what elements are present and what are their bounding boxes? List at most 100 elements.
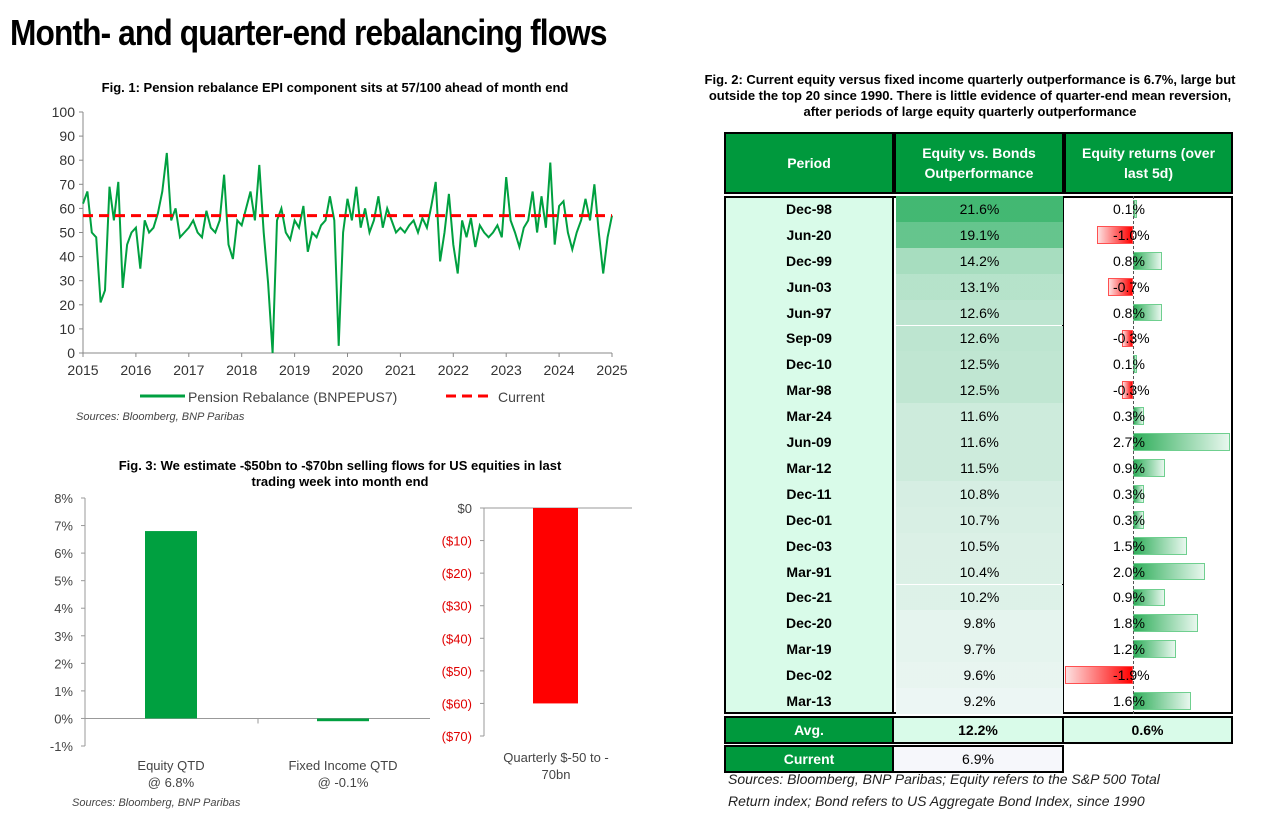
- row-period: Sep-09: [786, 330, 832, 347]
- bar-equity: [145, 531, 197, 719]
- y-tick-label: 60: [59, 200, 75, 216]
- right-y-tick-label: ($30): [442, 599, 472, 614]
- x-tick-label: 2021: [385, 362, 416, 378]
- row-outperformance: 19.1%: [896, 221, 1063, 248]
- row-equity-return: 2.0%: [1113, 563, 1145, 580]
- left-y-tick-label: 7%: [54, 519, 73, 534]
- row-outperformance: 10.8%: [896, 480, 1063, 507]
- row-period: Jun-09: [786, 434, 832, 451]
- row-equity-return: -0.3%: [1113, 382, 1150, 399]
- right-y-tick-label: ($10): [442, 534, 472, 549]
- avg-equity-return: 0.6%: [1064, 716, 1233, 744]
- row-outperformance: 10.5%: [896, 532, 1063, 559]
- legend-label-pension: Pension Rebalance (BNPEPUS7): [188, 389, 397, 405]
- negative-return-bar: [1122, 329, 1133, 348]
- row-period: Mar-98: [786, 382, 832, 399]
- legend-label-current: Current: [498, 389, 545, 405]
- row-period: Mar-24: [786, 408, 832, 425]
- row-period: Mar-13: [786, 693, 832, 710]
- y-tick-label: 70: [59, 176, 75, 192]
- x-category-label: Fixed Income QTD: [288, 758, 397, 773]
- negative-return-bar: [1064, 666, 1133, 685]
- header-period: Period: [724, 132, 894, 194]
- avg-outperformance: 12.2%: [894, 716, 1064, 744]
- row-outperformance: 10.4%: [896, 558, 1063, 585]
- current-outperformance: 6.9%: [894, 745, 1064, 773]
- row-equity-return: 1.2%: [1113, 641, 1145, 658]
- fig1-title: Fig. 1: Pension rebalance EPI component …: [101, 80, 569, 95]
- row-period: Dec-20: [786, 615, 832, 632]
- avg-label: Avg.: [724, 716, 894, 744]
- row-period: Jun-97: [786, 304, 832, 321]
- returns-column: [1064, 196, 1233, 714]
- row-period: Dec-02: [786, 667, 832, 684]
- row-equity-return: 0.3%: [1113, 511, 1145, 528]
- row-period: Dec-99: [786, 252, 832, 269]
- row-equity-return: -1.9%: [1113, 667, 1150, 684]
- right-y-tick-label: $0: [458, 501, 472, 516]
- left-y-tick-label: -1%: [50, 739, 74, 754]
- x-tick-label: 2023: [491, 362, 522, 378]
- row-outperformance: 9.8%: [896, 610, 1063, 637]
- header-equity-returns: Equity returns (over last 5d): [1064, 132, 1233, 194]
- left-y-tick-label: 0%: [54, 711, 73, 726]
- x-category-label: @ -0.1%: [318, 775, 369, 790]
- y-tick-label: 20: [59, 297, 75, 313]
- row-outperformance: 9.2%: [896, 688, 1063, 714]
- row-outperformance: 14.2%: [896, 247, 1063, 274]
- x-tick-label: 2024: [544, 362, 575, 378]
- x-category-label: Quarterly $-50 to -: [503, 750, 609, 765]
- y-tick-label: 10: [59, 321, 75, 337]
- row-equity-return: 1.5%: [1113, 537, 1145, 554]
- y-tick-label: 50: [59, 225, 75, 241]
- row-outperformance: 10.2%: [896, 584, 1063, 611]
- row-period: Mar-19: [786, 641, 832, 658]
- y-tick-label: 30: [59, 273, 75, 289]
- page-title: Month- and quarter-end rebalancing flows: [10, 12, 608, 53]
- left-y-tick-label: 8%: [54, 491, 73, 506]
- x-tick-label: 2025: [596, 362, 627, 378]
- x-category-label: @ 6.8%: [148, 775, 195, 790]
- row-equity-return: 0.3%: [1113, 485, 1145, 502]
- left-y-tick-label: 4%: [54, 601, 73, 616]
- left-y-tick-label: 1%: [54, 684, 73, 699]
- row-outperformance: 13.1%: [896, 273, 1063, 300]
- row-outperformance: 12.5%: [896, 377, 1063, 404]
- row-equity-return: -0.3%: [1113, 330, 1150, 347]
- fig3-title-line1: Fig. 3: We estimate -$50bn to -$70bn sel…: [118, 458, 562, 473]
- fig3-source: Sources: Bloomberg, BNP Paribas: [72, 797, 241, 809]
- row-equity-return: 2.7%: [1113, 434, 1145, 451]
- row-equity-return: -1.0%: [1113, 226, 1150, 243]
- row-outperformance: 21.6%: [896, 196, 1063, 222]
- x-tick-label: 2020: [332, 362, 363, 378]
- row-outperformance: 11.6%: [896, 403, 1063, 430]
- row-period: Mar-12: [786, 459, 832, 476]
- left-y-tick-label: 6%: [54, 546, 73, 561]
- bar-quarterly-flows: [533, 508, 578, 704]
- right-y-tick-label: ($50): [442, 664, 472, 679]
- fig3-chart: -1% 0% 1% 2% 3% 4% 5% 6% 7% 8% Equity QTD @ 6.8% Fix…: [50, 491, 632, 790]
- row-period: Dec-21: [786, 589, 832, 606]
- row-period: Dec-98: [786, 200, 832, 217]
- row-period: Jun-20: [786, 226, 832, 243]
- row-period: Dec-11: [786, 485, 832, 502]
- row-outperformance: 9.6%: [896, 662, 1063, 689]
- pension-rebalance-line: [82, 152, 613, 354]
- row-outperformance: 12.5%: [896, 351, 1063, 378]
- right-y-tick-label: ($20): [442, 566, 472, 581]
- row-equity-return: 0.8%: [1113, 252, 1145, 269]
- y-tick-label: 100: [52, 104, 76, 120]
- row-equity-return: -0.7%: [1113, 278, 1150, 295]
- row-outperformance: 11.6%: [896, 429, 1063, 455]
- negative-return-bar: [1122, 381, 1133, 400]
- negative-return-bar: [1107, 277, 1133, 296]
- fig2-source: Sources: Bloomberg, BNP Paribas; Equity …: [728, 768, 1160, 812]
- row-equity-return: 0.9%: [1113, 589, 1145, 606]
- row-period: Dec-10: [786, 356, 832, 373]
- y-tick-label: 90: [59, 128, 75, 144]
- bar-fixed-income: [317, 718, 369, 722]
- row-outperformance: 9.7%: [896, 636, 1063, 663]
- x-category-label: 70bn: [542, 767, 571, 782]
- row-period: Mar-91: [786, 563, 832, 580]
- row-period: Dec-01: [786, 511, 832, 528]
